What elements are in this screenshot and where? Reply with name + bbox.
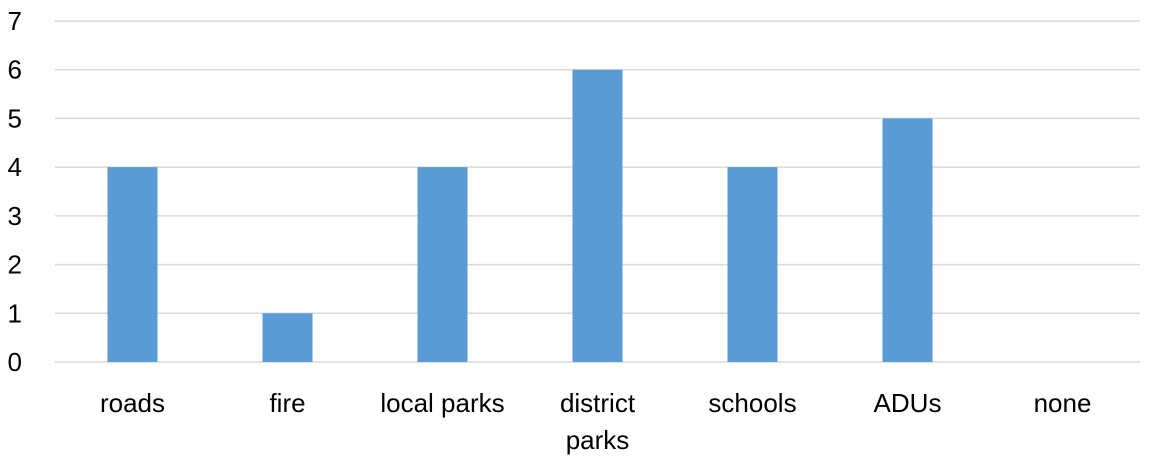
x-tick-label-line: parks [566,425,630,455]
bars [107,69,933,362]
y-tick-label: 4 [8,152,22,182]
x-tick-label-line: schools [708,388,796,418]
y-tick-label: 7 [8,6,22,36]
bar-roads [107,167,158,362]
y-tick-label: 6 [8,55,22,85]
x-tick-label: fire [269,388,305,418]
y-tick-label: 3 [8,201,22,231]
y-axis-ticks: 0 1 2 3 4 5 6 7 [8,6,22,377]
x-tick-label-line: fire [269,388,305,418]
x-tick-label: ADUs [874,388,942,418]
x-axis-ticks: roads fire local parks district parks schools… [100,388,1091,455]
x-tick-label-line: ADUs [874,388,942,418]
y-tick-label: 1 [8,298,22,328]
y-tick-label: 5 [8,103,22,133]
x-tick-label: roads [100,388,165,418]
bar-fire [262,313,313,362]
bar-adus [882,118,933,362]
y-tick-label: 0 [8,347,22,377]
x-tick-label-line: local parks [380,388,504,418]
y-tick-label: 2 [8,250,22,280]
x-tick-label: schools [708,388,796,418]
x-tick-label: none [1034,388,1092,418]
x-tick-label: local parks [380,388,504,418]
x-tick-label-line: district [560,388,636,418]
bar-schools [727,167,778,362]
bar-district-parks [572,69,623,362]
bar-local-parks [417,167,468,362]
x-tick-label-line: none [1034,388,1092,418]
x-tick-label-line: roads [100,388,165,418]
x-tick-label: district parks [560,388,636,455]
